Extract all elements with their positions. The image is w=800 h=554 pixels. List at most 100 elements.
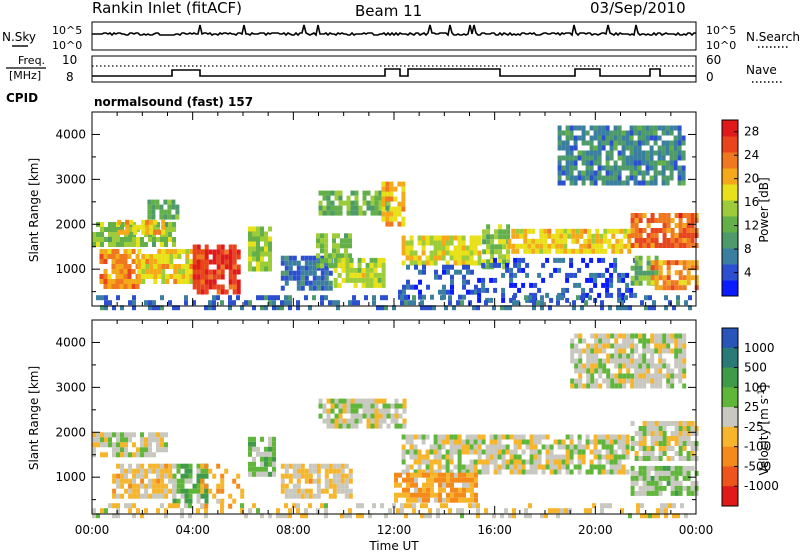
velocity-cell	[124, 432, 128, 438]
velocity-cell	[200, 483, 205, 489]
power-cell	[674, 243, 679, 248]
velocity-cell	[457, 469, 462, 475]
velocity-cell	[638, 441, 643, 446]
power-cell	[157, 259, 162, 264]
power-cell	[669, 160, 674, 166]
power-cell	[373, 272, 378, 278]
power-cell	[609, 175, 614, 181]
power-cell	[450, 289, 454, 295]
velocity-cell	[592, 503, 596, 509]
power-cell	[625, 155, 630, 161]
velocity-cell	[549, 454, 554, 460]
power-cell	[157, 249, 162, 254]
velocity-cell	[252, 456, 256, 462]
power-cell	[326, 205, 331, 211]
power-cell	[649, 150, 654, 156]
velocity-cell	[354, 413, 359, 419]
power-cell	[567, 228, 572, 234]
velocity-cell	[280, 483, 285, 489]
power-cell	[605, 135, 610, 141]
power-cell	[634, 218, 639, 223]
power-cell	[111, 269, 116, 274]
velocity-cell	[409, 434, 414, 440]
power-cell	[543, 243, 548, 249]
velocity-cell	[521, 469, 526, 475]
power-cell	[324, 265, 329, 271]
power-cell	[381, 181, 386, 187]
power-cell	[408, 300, 412, 306]
velocity-cell	[484, 508, 488, 514]
velocity-cell	[524, 508, 528, 514]
velocity-cell	[342, 423, 347, 429]
power-cell	[131, 249, 136, 254]
power-cell	[264, 236, 268, 242]
power-cell	[216, 259, 221, 265]
power-cell	[627, 248, 632, 254]
power-cell	[160, 305, 164, 311]
velocity-cell	[662, 465, 667, 471]
power-cell	[690, 218, 695, 223]
power-cell	[185, 264, 190, 269]
power-cell	[686, 243, 691, 248]
power-cell	[601, 125, 606, 131]
velocity-cell	[678, 368, 683, 374]
date-label: 03/Sep/2010	[590, 0, 686, 17]
velocity-cell	[605, 469, 610, 475]
velocity-cell	[256, 466, 260, 472]
power-region-10	[381, 181, 406, 227]
power-cell	[670, 238, 675, 243]
power-cell	[426, 284, 430, 290]
power-cell	[678, 238, 683, 243]
velocity-cell	[346, 398, 351, 404]
power-cell	[132, 295, 136, 301]
velocity-cell	[437, 449, 442, 455]
power-cell	[434, 269, 438, 275]
power-cell	[437, 250, 442, 256]
velocity-cell	[474, 497, 478, 503]
power-cell	[409, 255, 414, 261]
power-cell	[482, 259, 487, 265]
velocity-cell	[402, 398, 407, 404]
velocity-cell	[330, 398, 335, 404]
velocity-cell	[276, 513, 280, 519]
velocity-cell	[405, 439, 410, 445]
velocity-cell	[324, 508, 328, 514]
velocity-cell	[642, 436, 647, 441]
power-cell	[366, 205, 371, 211]
power-cell	[672, 305, 676, 311]
velocity-cell	[164, 432, 168, 438]
velocity-cell	[634, 343, 639, 349]
power-cell	[352, 300, 356, 306]
power-cell	[136, 242, 140, 247]
velocity-cell	[666, 373, 671, 379]
power-cell	[589, 287, 594, 293]
power-cell	[543, 233, 548, 239]
power-cell	[678, 223, 683, 228]
power-cell	[686, 213, 691, 218]
velocity-cell	[374, 403, 379, 409]
velocity-cell	[654, 426, 659, 431]
xtick-label: 20:00	[578, 523, 613, 537]
power-cell	[256, 261, 260, 267]
power-cell	[398, 289, 402, 295]
nave-tick-top: 60	[706, 53, 721, 67]
velocity-cell	[461, 469, 466, 475]
velocity-cell	[437, 464, 442, 470]
velocity-cell	[338, 418, 343, 424]
power-cell	[547, 233, 552, 239]
velocity-cell	[690, 480, 695, 486]
velocity-cell	[260, 466, 264, 472]
power-cell	[674, 223, 679, 228]
velocity-cell	[529, 459, 534, 465]
power-cell	[132, 305, 136, 311]
power-cell	[457, 235, 462, 241]
power-cell	[627, 243, 632, 249]
power-cell	[567, 233, 572, 239]
power-cell	[376, 305, 380, 311]
power-cell	[358, 210, 363, 216]
power-cell	[320, 285, 325, 291]
velocity-cell	[342, 418, 347, 424]
power-cell	[673, 165, 678, 171]
power-cell	[565, 160, 570, 166]
velocity-cell	[590, 358, 595, 364]
